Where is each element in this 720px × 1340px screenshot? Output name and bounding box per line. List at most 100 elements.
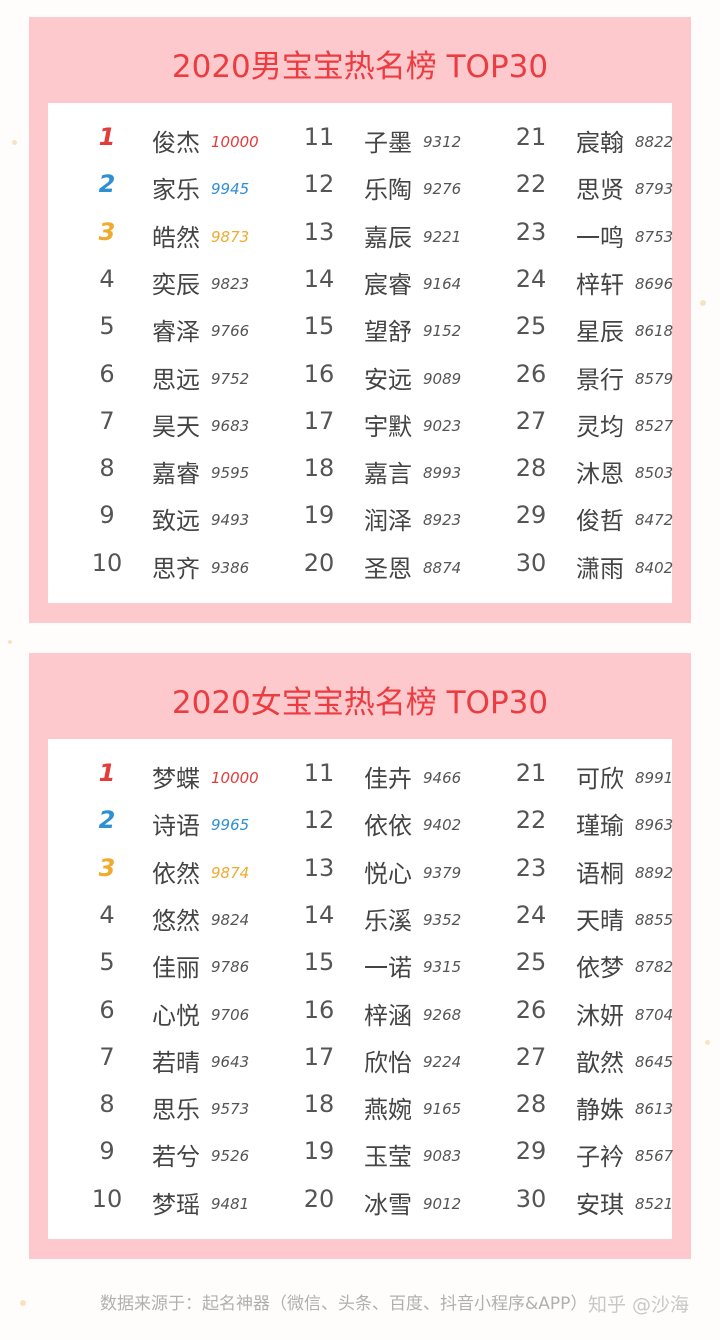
baby-name: 宸睿 xyxy=(364,270,412,299)
ranking-row: 7 若晴 9643 xyxy=(76,1039,286,1079)
baby-name: 圣恩 xyxy=(364,554,412,583)
data-source-note: 数据来源于：起名神器（微信、头条、百度、抖音小程序&APP） xyxy=(100,1294,588,1314)
rank-number: 20 xyxy=(303,1184,335,1213)
popularity-score: 9573 xyxy=(211,1100,250,1119)
ranking-row: 27 歆然 8645 xyxy=(500,1039,710,1079)
rank-number: 18 xyxy=(303,454,335,483)
boys-ranking-title: 2020男宝宝热名榜 TOP30 xyxy=(171,49,549,85)
baby-name: 乐陶 xyxy=(364,176,412,205)
ranking-row: 10 思齐 9386 xyxy=(76,545,286,585)
ranking-row: 6 思远 9752 xyxy=(76,356,286,396)
ranking-row: 18 燕婉 9165 xyxy=(288,1086,498,1126)
rank-number: 6 xyxy=(99,995,115,1024)
baby-name: 悦心 xyxy=(364,859,412,888)
rank-number: 22 xyxy=(515,170,547,199)
rank-number: 2 xyxy=(98,806,116,835)
ranking-row: 24 梓轩 8696 xyxy=(500,261,710,301)
ranking-row: 21 宸翰 8822 xyxy=(500,119,710,159)
rank-number: 1 xyxy=(98,123,116,151)
popularity-score: 9152 xyxy=(423,322,462,341)
baby-name: 宸翰 xyxy=(576,129,624,157)
ranking-row: 10 梦瑶 9481 xyxy=(76,1181,286,1221)
girls-ranking-card: 1 梦蝶 10000 2 诗语 9965 3 依然 9874 4 悠然 9824 5 佳丽 9786 6 心悦 9… xyxy=(48,739,673,1239)
popularity-score: 10000 xyxy=(211,769,259,787)
rank-number: 23 xyxy=(515,853,547,882)
popularity-score: 8527 xyxy=(635,416,674,435)
baby-name: 思贤 xyxy=(576,176,624,205)
baby-name: 星辰 xyxy=(576,318,624,347)
baby-name: 思远 xyxy=(152,365,200,394)
baby-name: 嘉睿 xyxy=(152,460,200,489)
popularity-score: 9221 xyxy=(423,227,462,246)
baby-name: 嘉辰 xyxy=(364,223,412,252)
baby-name: 思乐 xyxy=(152,1096,200,1125)
ranking-row: 30 安琪 8521 xyxy=(500,1181,710,1221)
ranking-row: 9 若兮 9526 xyxy=(76,1133,286,1173)
popularity-score: 9683 xyxy=(211,416,250,435)
baby-name: 沐妍 xyxy=(576,1001,624,1030)
baby-name: 心悦 xyxy=(152,1001,200,1030)
baby-name: 依梦 xyxy=(576,954,624,983)
ranking-row: 2 诗语 9965 xyxy=(76,802,286,842)
ranking-row: 5 睿泽 9766 xyxy=(76,308,286,348)
ranking-row: 21 可欣 8991 xyxy=(500,755,710,795)
popularity-score: 9526 xyxy=(211,1147,250,1166)
baby-name: 若兮 xyxy=(152,1143,200,1172)
rank-number: 26 xyxy=(515,995,547,1024)
baby-name: 安远 xyxy=(364,365,412,394)
rank-number: 15 xyxy=(303,312,335,341)
rank-number: 13 xyxy=(303,217,335,246)
rank-number: 24 xyxy=(515,264,547,293)
baby-name: 宇默 xyxy=(364,412,412,441)
girls-column-1: 1 梦蝶 10000 2 诗语 9965 3 依然 9874 4 悠然 9824 5 佳丽 9786 6 心悦 9… xyxy=(76,739,286,1239)
ranking-row: 2 家乐 9945 xyxy=(76,166,286,206)
ranking-row: 3 依然 9874 xyxy=(76,850,286,890)
ranking-row: 1 梦蝶 10000 xyxy=(76,755,286,795)
ranking-row: 6 心悦 9706 xyxy=(76,992,286,1032)
baby-name: 昊天 xyxy=(152,412,200,441)
popularity-score: 8472 xyxy=(635,511,674,530)
popularity-score: 8503 xyxy=(635,464,674,483)
ranking-row: 24 天晴 8855 xyxy=(500,897,710,937)
ranking-row: 18 嘉言 8993 xyxy=(288,450,498,490)
decor-dot xyxy=(8,640,12,644)
baby-name: 睿泽 xyxy=(152,318,200,347)
popularity-score: 8696 xyxy=(635,274,674,293)
popularity-score: 9965 xyxy=(211,816,250,835)
boys-ranking-panel: 2020男宝宝热名榜 TOP30 1 俊杰 10000 2 家乐 9945 3 皓然 9873 4… xyxy=(29,17,691,623)
rank-number: 16 xyxy=(303,359,335,388)
baby-name: 子衿 xyxy=(576,1143,624,1172)
baby-name: 致远 xyxy=(152,507,200,536)
baby-name: 佳丽 xyxy=(152,954,200,983)
popularity-score: 8521 xyxy=(635,1194,674,1213)
baby-name: 皓然 xyxy=(152,223,200,252)
baby-name: 灵均 xyxy=(576,412,624,441)
rank-number: 21 xyxy=(515,123,547,151)
rank-number: 10 xyxy=(91,1184,123,1213)
baby-name: 奕辰 xyxy=(152,270,200,299)
popularity-score: 9224 xyxy=(423,1052,462,1071)
decor-dot xyxy=(700,300,706,306)
popularity-score: 9945 xyxy=(211,180,250,199)
ranking-row: 11 子墨 9312 xyxy=(288,119,498,159)
rank-number: 3 xyxy=(98,853,116,882)
rank-number: 19 xyxy=(303,1137,335,1166)
popularity-score: 8963 xyxy=(635,816,674,835)
baby-name: 梦蝶 xyxy=(152,765,200,793)
rank-number: 11 xyxy=(303,759,335,787)
baby-name: 依依 xyxy=(364,812,412,841)
popularity-score: 10000 xyxy=(211,133,259,151)
girls-ranking-panel: 2020女宝宝热名榜 TOP30 1 梦蝶 10000 2 诗语 9965 3 依然 9874 4… xyxy=(29,653,691,1259)
popularity-score: 8613 xyxy=(635,1100,674,1119)
ranking-row: 19 玉莹 9083 xyxy=(288,1133,498,1173)
girls-column-2: 11 佳卉 9466 12 依依 9402 13 悦心 9379 14 乐溪 9352 15 一诺 9315… xyxy=(288,739,498,1239)
ranking-row: 3 皓然 9873 xyxy=(76,214,286,254)
rank-number: 1 xyxy=(98,759,116,787)
rank-number: 10 xyxy=(91,548,123,577)
popularity-score: 9012 xyxy=(423,1194,462,1213)
zhihu-watermark: 知乎 @沙海 xyxy=(588,1294,690,1316)
ranking-row: 16 安远 9089 xyxy=(288,356,498,396)
girls-column-3: 21 可欣 8991 22 瑾瑜 8963 23 语桐 8892 24 天晴 8855 25 依梦 8782… xyxy=(500,739,710,1239)
rank-number: 12 xyxy=(303,170,335,199)
popularity-score: 9493 xyxy=(211,511,250,530)
